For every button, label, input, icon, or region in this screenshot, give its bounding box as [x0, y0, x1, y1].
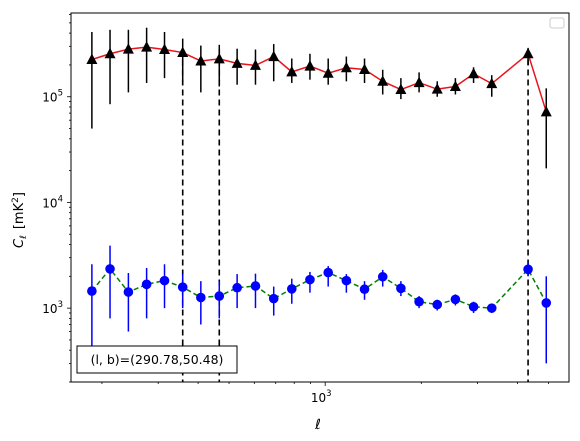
series-1	[86, 27, 552, 169]
data-point	[177, 282, 188, 292]
data-point	[413, 76, 425, 88]
data-point	[377, 75, 389, 86]
data-point	[540, 105, 552, 117]
annotation-box	[76, 345, 238, 374]
data-point	[432, 299, 443, 310]
data-point	[340, 61, 352, 73]
data-point	[177, 46, 189, 58]
legend-box	[549, 17, 565, 29]
data-point	[105, 264, 115, 274]
data-point	[104, 47, 116, 59]
data-point	[213, 52, 225, 64]
x-axis-label: ℓ	[314, 417, 321, 433]
data-point	[268, 50, 280, 62]
annotation-text: (l, b)=(290.78,50.48)	[91, 352, 224, 367]
data-point	[249, 59, 261, 70]
y-axis-label: Cℓ[mK2]	[11, 192, 29, 248]
data-point	[286, 65, 298, 77]
data-point	[141, 41, 153, 52]
y-axis-ticks: 103 104 105	[42, 14, 71, 383]
data-point	[268, 293, 279, 304]
data-point	[214, 291, 225, 301]
data-point	[396, 283, 406, 294]
data-point	[250, 281, 261, 291]
data-point	[449, 80, 461, 92]
data-point	[468, 301, 479, 312]
data-point	[123, 287, 134, 297]
data-point	[86, 53, 98, 65]
series-layer	[86, 27, 552, 364]
data-point	[359, 284, 370, 295]
x-axis-ticks: 103	[101, 382, 549, 405]
data-point	[431, 83, 443, 94]
data-point	[195, 54, 207, 66]
x-tick-label: 103	[311, 389, 332, 405]
data-point	[377, 271, 388, 282]
data-point	[541, 298, 552, 308]
data-point	[159, 275, 170, 286]
series-2	[87, 245, 552, 364]
data-point	[486, 77, 498, 89]
data-point	[87, 286, 97, 296]
data-point	[322, 67, 334, 78]
y-tick-label: 104	[42, 194, 63, 210]
data-point	[286, 284, 297, 294]
plot-frame	[70, 12, 570, 383]
data-point	[522, 47, 534, 59]
data-point	[450, 294, 461, 305]
data-point	[304, 60, 316, 71]
data-point	[486, 303, 497, 313]
vertical-lines	[181, 49, 529, 382]
data-point	[395, 83, 407, 95]
data-point	[141, 279, 152, 290]
data-point	[323, 267, 334, 278]
data-point	[231, 57, 243, 68]
data-point	[359, 63, 371, 75]
data-point	[159, 43, 171, 54]
y-tick-label: 103	[42, 300, 63, 316]
y-tick-label: 105	[42, 89, 63, 105]
data-point	[468, 67, 480, 79]
data-point	[414, 296, 424, 307]
data-point	[341, 275, 352, 286]
data-point	[122, 43, 134, 54]
data-point	[196, 292, 206, 303]
data-point	[232, 282, 242, 293]
data-point	[305, 274, 315, 285]
data-point	[523, 264, 533, 275]
